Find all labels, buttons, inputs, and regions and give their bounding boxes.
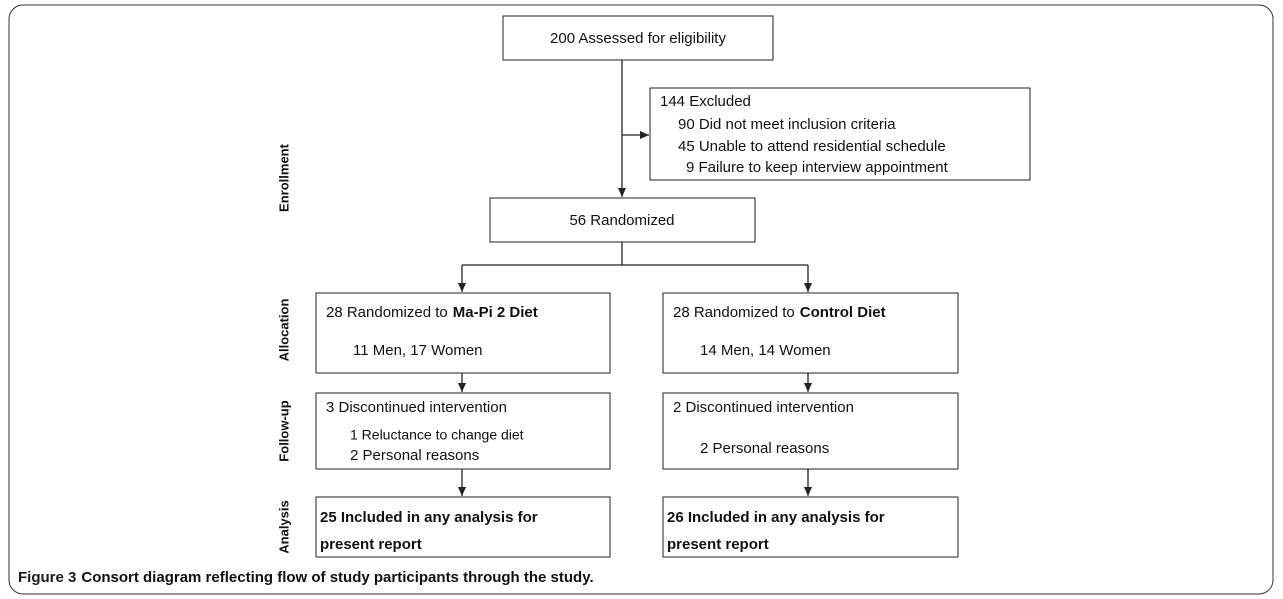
analysis-text: present report xyxy=(667,536,769,553)
excluded-title: 144 Excluded xyxy=(660,93,751,110)
excluded-reason: 9 Failure to keep interview appointment xyxy=(686,159,949,176)
analysis-box xyxy=(662,496,959,558)
allocation-text: 28 Randomized to Control Diet xyxy=(673,304,886,321)
arm-name: Control Diet xyxy=(800,304,886,321)
allocation-prefix: 28 Randomized to xyxy=(673,304,795,321)
figure-frame xyxy=(8,4,1274,595)
caption: Figure 3 Consort diagram reflecting flow … xyxy=(18,569,594,586)
stage-label: Analysis xyxy=(276,500,291,553)
allocation-detail: 11 Men, 17 Women xyxy=(353,342,483,359)
analysis-text: present report xyxy=(320,536,422,553)
assessed-text: 200 Assessed for eligibility xyxy=(550,30,726,47)
followup-reason: 2 Personal reasons xyxy=(350,447,479,464)
stage-label: Follow-up xyxy=(276,400,291,461)
allocation-text: 28 Randomized to Ma-Pi 2 Diet xyxy=(326,304,538,321)
arm-name: Ma-Pi 2 Diet xyxy=(453,304,538,321)
stage-label: Enrollment xyxy=(276,143,291,212)
excluded-reason: 90 Did not meet inclusion criteria xyxy=(678,116,896,133)
followup-reason: 2 Personal reasons xyxy=(700,440,829,457)
randomized-box xyxy=(489,197,756,243)
connectors xyxy=(458,60,812,496)
analysis-text: 25 Included in any analysis for xyxy=(320,509,538,526)
allocation-detail: 14 Men, 14 Women xyxy=(700,342,831,359)
stage-label: Allocation xyxy=(276,299,291,362)
allocation-box xyxy=(315,292,611,374)
caption-label: Figure 3 xyxy=(18,569,76,586)
analysis-box xyxy=(315,496,611,558)
allocation-box xyxy=(662,292,959,374)
randomized-text: 56 Randomized xyxy=(569,212,674,229)
followup-title: 3 Discontinued intervention xyxy=(326,399,507,416)
allocation-prefix: 28 Randomized to xyxy=(326,304,448,321)
excluded-box xyxy=(649,87,1031,181)
followup-box xyxy=(662,392,959,470)
caption-text: Consort diagram reflecting flow of study… xyxy=(81,569,593,586)
analysis-text: 26 Included in any analysis for xyxy=(667,509,885,526)
followup-reason: 1 Reluctance to change diet xyxy=(350,427,524,443)
followup-title: 2 Discontinued intervention xyxy=(673,399,854,416)
assessed-box xyxy=(502,15,774,61)
followup-box xyxy=(315,392,611,470)
excluded-reason: 45 Unable to attend residential schedule xyxy=(678,138,946,155)
